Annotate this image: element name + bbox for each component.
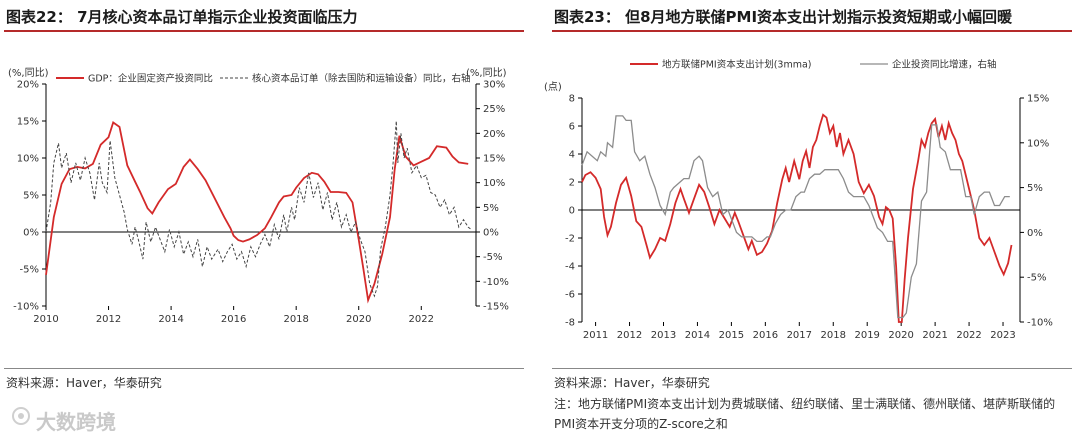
left-series-line-1 xyxy=(45,121,469,304)
right-left-tick-label: -4 xyxy=(565,262,575,273)
right-x-tick-label: 2017 xyxy=(787,330,812,341)
right-series-line-2 xyxy=(581,115,1010,319)
left-left-tick-label: 15% xyxy=(17,117,39,128)
left-right-tick-label: 20% xyxy=(483,129,505,140)
right-left-unit: (点) xyxy=(544,81,562,93)
left-x-tick-label: 2012 xyxy=(96,314,121,325)
left-right-tick-label: -5% xyxy=(483,252,502,263)
left-source-rule xyxy=(4,368,524,369)
left-left-unit: (%,同比) xyxy=(8,67,49,79)
right-title-rule xyxy=(552,30,1072,32)
right-left-tick-label: 0 xyxy=(569,206,575,217)
right-series-line-1 xyxy=(581,113,1013,323)
left-series-line-2 xyxy=(45,120,472,298)
watermark-text: 大数跨境 xyxy=(36,410,116,434)
right-x-tick-label: 2023 xyxy=(990,330,1015,341)
left-left-tick-label: 10% xyxy=(17,154,39,165)
left-left-tick-label: 5% xyxy=(23,191,39,202)
right-x-tick-label: 2020 xyxy=(888,330,913,341)
right-line-chart: (点) 8 6 4 2 0 -2 -4 -6 -8 15% 10% 5% 0% -5% -10% 2011 201… xyxy=(544,59,1053,342)
right-left-tick-label: -6 xyxy=(565,290,575,301)
right-left-tick-label: 4 xyxy=(569,150,575,161)
right-left-tick-label: -2 xyxy=(565,234,575,245)
right-source-text: 资料来源：Haver，华泰研究 xyxy=(554,376,710,390)
left-legend-label-2: 核心资本品订单（除去国防和运输设备）同比，右轴 xyxy=(252,73,471,85)
right-right-tick-label: -5% xyxy=(1027,273,1046,284)
left-right-tick-label: 5% xyxy=(483,203,499,214)
right-x-tick-label: 2022 xyxy=(956,330,981,341)
watermark-logo-icon xyxy=(12,407,30,425)
right-x-tick-label: 2015 xyxy=(719,330,744,341)
left-x-tick-label: 2014 xyxy=(158,314,183,325)
right-legend-label-1: 地方联储PMI资本支出计划(3mma) xyxy=(662,59,812,71)
left-right-tick-label: 25% xyxy=(483,104,505,115)
right-chart-title: 图表23： 但8月地方联储PMI资本支出计划指示投资短期或小幅回暖 xyxy=(554,8,1013,26)
left-chart-title: 图表22： 7月核心资本品订单指示企业投资面临压力 xyxy=(6,8,358,26)
left-x-tick-label: 2010 xyxy=(33,314,58,325)
left-x-tick-label: 2018 xyxy=(283,314,308,325)
left-right-tick-label: 30% xyxy=(483,80,505,91)
right-x-tick-label: 2012 xyxy=(617,330,642,341)
left-left-tick-label: 0% xyxy=(23,228,39,239)
left-x-tick-label: 2016 xyxy=(221,314,246,325)
right-right-tick-label: -10% xyxy=(1027,318,1053,329)
right-source-rule xyxy=(552,368,1072,369)
right-x-tick-label: 2021 xyxy=(922,330,947,341)
right-note-text: 注：地方联储PMI资本支出计划为费城联储、纽约联储、里士满联储、德州联储、堪萨斯… xyxy=(554,397,1056,431)
left-right-tick-label: 0% xyxy=(483,228,499,239)
right-right-tick-label: 15% xyxy=(1027,94,1049,105)
right-x-tick-label: 2011 xyxy=(583,330,608,341)
right-x-tick-label: 2016 xyxy=(753,330,778,341)
right-left-tick-label: 6 xyxy=(569,122,575,133)
right-x-tick-label: 2018 xyxy=(821,330,846,341)
right-right-tick-label: 10% xyxy=(1027,138,1049,149)
left-right-tick-label: 10% xyxy=(483,178,505,189)
right-x-tick-label: 2014 xyxy=(685,330,710,341)
right-right-tick-label: 5% xyxy=(1027,183,1043,194)
right-left-tick-label: 8 xyxy=(569,94,575,105)
left-x-tick-label: 2022 xyxy=(409,314,434,325)
left-legend-label-1: GDP：企业固定资产投资同比 xyxy=(88,73,213,85)
right-x-tick-label: 2013 xyxy=(651,330,676,341)
right-right-tick-label: 0% xyxy=(1027,228,1043,239)
left-left-tick-label: -5% xyxy=(20,265,39,276)
right-left-tick-label: 2 xyxy=(569,178,575,189)
right-x-tick-label: 2019 xyxy=(854,330,879,341)
left-left-tick-label: 20% xyxy=(17,80,39,91)
left-right-tick-label: 15% xyxy=(483,154,505,165)
left-left-tick-label: -10% xyxy=(13,302,39,313)
right-left-tick-label: -8 xyxy=(565,318,575,329)
left-right-tick-label: -15% xyxy=(483,302,509,313)
left-title-rule xyxy=(4,30,524,32)
left-source-text: 资料来源：Haver，华泰研究 xyxy=(6,376,162,390)
left-line-chart: (%,同比) (%,同比)20%15%10%5%0%-5%-10%30%25%20… xyxy=(8,67,509,325)
right-legend-label-2: 企业投资同比增速，右轴 xyxy=(892,59,997,71)
left-x-tick-label: 2020 xyxy=(346,314,371,325)
left-right-unit: (%,同比) xyxy=(466,67,507,79)
left-right-tick-label: -10% xyxy=(483,277,509,288)
